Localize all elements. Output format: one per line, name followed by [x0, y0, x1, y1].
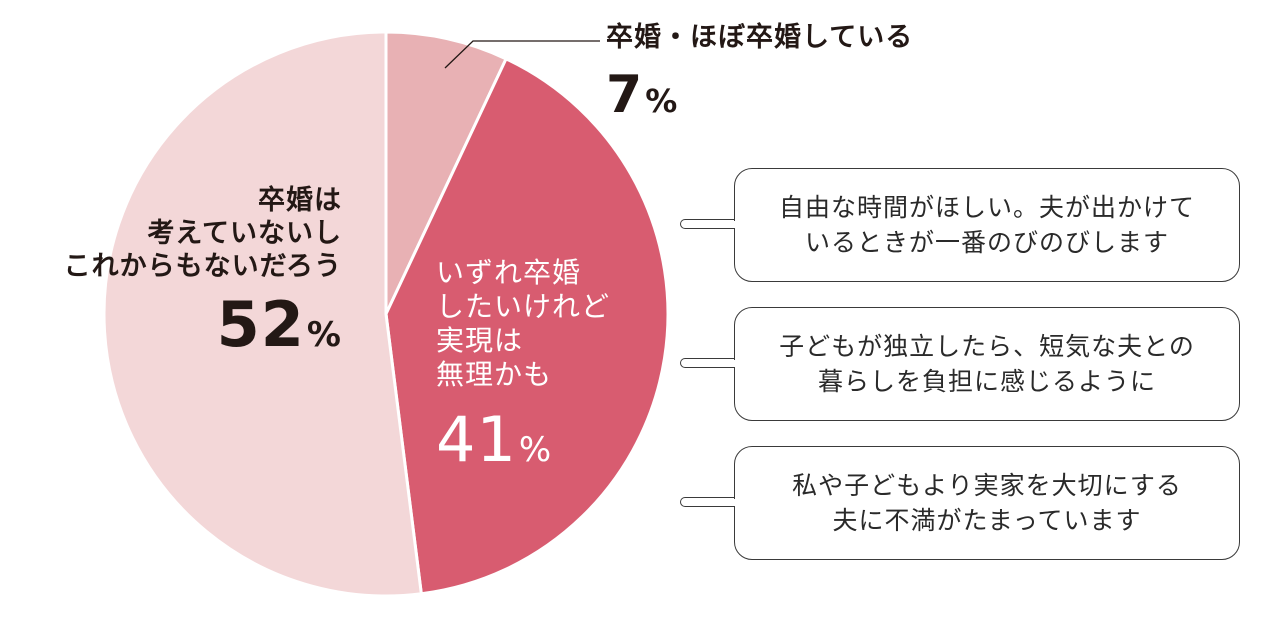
percent-unit: %: [518, 429, 553, 470]
tail-joint: [733, 220, 737, 228]
slice-label-want-percent: 41%: [436, 408, 610, 471]
slice-label-done-percent: 7%: [606, 69, 913, 121]
speech-bubble-comment-2: 子どもが独立したら、短気な夫との 暮らしを負担に感じるように: [734, 307, 1240, 421]
slice-label-never-line-3: これからもないだろう: [63, 250, 342, 282]
percent-value: 41: [436, 402, 517, 476]
speech-bubble-comment-3: 私や子どもより実家を大切にする 夫に不満がたまっています: [734, 446, 1240, 560]
comment-3-line-1: 私や子どもより実家を大切にする: [792, 470, 1182, 500]
percent-value: 52: [216, 287, 305, 361]
slice-label-done: 卒婚・ほぼ卒婚している 7%: [606, 22, 913, 121]
slice-label-want: いずれ卒婚 したいけれど 実現は 無理かも 41%: [436, 256, 610, 471]
speech-bubble-tail: [680, 358, 736, 368]
speech-bubble-tail: [680, 219, 736, 229]
percent-unit: %: [645, 81, 679, 120]
pie-slice-want: [384, 57, 670, 596]
pie-slices: [102, 30, 670, 598]
slice-label-want-line-1: いずれ卒婚: [436, 256, 582, 289]
speech-bubble-comment-1: 自由な時間がほしい。夫が出かけて いるときが一番のびのびします: [734, 168, 1240, 282]
slice-label-never-line-2: 考えていないし: [147, 217, 342, 249]
slice-label-never: 卒婚は 考えていないし これからもないだろう 52%: [64, 185, 342, 356]
slice-label-done-text: 卒婚・ほぼ卒婚している: [606, 22, 914, 53]
slice-label-want-line-4: 無理かも: [436, 358, 553, 392]
slice-label-want-line-3: 実現は: [436, 324, 524, 358]
percent-value: 7: [606, 64, 644, 125]
pie-slice-done: [384, 30, 508, 316]
tail-joint: [733, 359, 737, 367]
tail-joint: [733, 498, 737, 506]
pie-slice-never: [102, 30, 423, 598]
slice-label-want-line-2: したいけれど: [436, 290, 611, 324]
comment-1-line-1: 自由な時間がほしい。夫が出かけて: [778, 192, 1195, 222]
percent-unit: %: [306, 314, 342, 355]
comment-2-line-1: 子どもが独立したら、短気な夫との: [779, 331, 1195, 361]
comment-2-line-2: 暮らしを負担に感じるように: [817, 367, 1156, 396]
comment-3-line-2: 夫に不満がたまっています: [832, 506, 1142, 535]
comment-1-line-2: いるときが一番のびのびします: [804, 228, 1169, 257]
slice-label-never-line-1: 卒婚は: [258, 185, 342, 216]
slice-label-never-percent: 52%: [64, 293, 342, 356]
speech-bubble-tail: [680, 497, 736, 507]
leader-line: [444, 40, 600, 69]
